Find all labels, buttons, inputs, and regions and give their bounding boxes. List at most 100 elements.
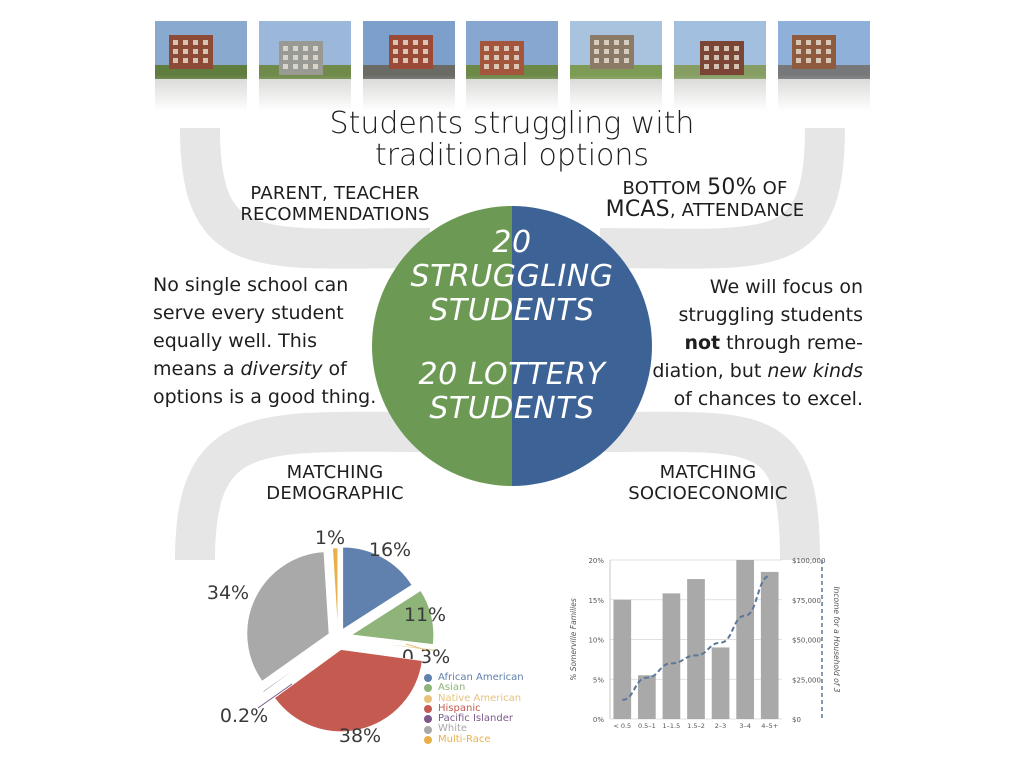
- x-tick-label: 3–4: [739, 722, 751, 730]
- pie-label-hispanic: 38%: [339, 725, 381, 747]
- bar-1: [638, 675, 656, 719]
- pie-slice-hispanic: [274, 649, 423, 732]
- pie-legend: African American Asian Native American Hisp…: [424, 672, 524, 745]
- y2-axis-title: Income for a Household of 3: [832, 586, 841, 692]
- school-photo-2: [258, 21, 351, 111]
- y-tick-label: 5%: [593, 676, 604, 684]
- matching-demographic-label: MATCHING DEMOGRAPHIC: [210, 462, 460, 504]
- bottom-label-percent: 50%: [707, 175, 757, 200]
- school-photo-5: [570, 21, 663, 111]
- pie-slice-white: [246, 551, 330, 682]
- circle-half-lottery: [512, 206, 652, 486]
- bar-3: [687, 579, 705, 719]
- legend-label: African American: [438, 672, 524, 683]
- legend-item-african-american: African American: [424, 672, 524, 683]
- pie-slice-multi-race: [332, 547, 339, 631]
- legend-item-pacific-islander: Pacific Islander: [424, 713, 524, 725]
- x-tick-label: 1.5–2: [687, 722, 705, 730]
- parent-teacher-label: PARENT, TEACHER RECOMMENDATIONS: [200, 183, 470, 225]
- legend-label: Multi-Race: [438, 733, 491, 745]
- legend-label: Asian: [438, 682, 466, 694]
- demo-label-line-2: DEMOGRAPHIC: [266, 483, 404, 504]
- y-tick-label: 0%: [593, 716, 604, 724]
- bottom-label-attendance: , ATTENDANCE: [669, 200, 805, 221]
- page-title: Students struggling with traditional opt…: [262, 108, 762, 172]
- focus-paragraph: We will focus on struggling students not…: [650, 273, 863, 413]
- school-photo-6: [674, 21, 766, 111]
- legend-swatch: [424, 715, 432, 724]
- pie-leader-native-american: [405, 643, 427, 651]
- socio-label-line-2: SOCIOECONOMIC: [628, 483, 788, 504]
- x-tick-label: 2–3: [715, 722, 727, 730]
- legend-item-native-american: Native American: [424, 692, 524, 704]
- legend-swatch: [424, 684, 432, 693]
- y-tick-label: 20%: [588, 557, 604, 565]
- pie-slice-pacific-islander: [262, 643, 331, 693]
- school-photo-4: [466, 21, 559, 111]
- parent-label-line-2: RECOMMENDATIONS: [240, 204, 430, 225]
- school-photo-1: [155, 21, 247, 111]
- socio-label-line-1: MATCHING: [659, 462, 757, 483]
- matching-socioeconomic-label: MATCHING SOCIOECONOMIC: [588, 462, 828, 504]
- para-left-emphasis: diversity: [240, 358, 323, 380]
- legend-swatch: [424, 705, 432, 714]
- student-split-circle: [372, 206, 652, 486]
- pie-label-african-american: 16%: [369, 539, 411, 561]
- x-tick-label: 1–1.5: [663, 722, 681, 730]
- circle-label-lottery: 20 LOTTERY: [418, 357, 606, 392]
- y2-tick-label: $0: [792, 716, 801, 724]
- y-tick-label: 15%: [588, 597, 604, 605]
- pie-leader-pacific-islander: [257, 683, 293, 709]
- demographic-pie-chart: 16%11%0.3%38%0.2%34%1%: [207, 527, 450, 747]
- y2-tick-label: $75,000: [792, 597, 821, 605]
- y2-tick-label: $50,000: [792, 637, 821, 645]
- para-right-middle: through reme-diation, but: [652, 332, 863, 382]
- pie-label-multi-race: 1%: [315, 527, 345, 549]
- legend-label: Pacific Islander: [438, 713, 513, 725]
- circle-label-struggling: STRUGGLING: [410, 259, 614, 294]
- legend-swatch: [424, 674, 432, 683]
- bar-5: [736, 560, 754, 719]
- circle-text: 20 STRUGGLING STUDENTS 20 LOTTERY STUDEN…: [382, 226, 642, 426]
- title-line-2: traditional options: [374, 138, 650, 173]
- pie-label-asian: 11%: [404, 604, 446, 626]
- y2-tick-label: $100,000: [792, 557, 825, 565]
- school-photo-3: [362, 21, 455, 111]
- legend-label: Native American: [438, 692, 522, 704]
- bottom-mcas-label: BOTTOM 50% OF MCAS, ATTENDANCE: [560, 175, 850, 222]
- y2-tick-label: $25,000: [792, 676, 821, 684]
- legend-swatch: [424, 735, 432, 744]
- legend-item-hispanic: Hispanic: [424, 702, 524, 714]
- circle-count-struggling: 20: [492, 225, 532, 260]
- school-photo-7: [777, 21, 870, 111]
- bar-4: [711, 647, 730, 719]
- circle-label-students-1: STUDENTS: [429, 293, 595, 328]
- parent-label-line-1: PARENT, TEACHER: [250, 183, 420, 204]
- legend-swatch: [424, 694, 432, 703]
- para-left-before: No single school can serve every student…: [153, 274, 349, 380]
- legend-item-asian: Asian: [424, 682, 524, 694]
- pie-slice-asian: [350, 590, 434, 645]
- legend-item-multi-race: Multi-Race: [424, 733, 524, 745]
- pie-label-pacific-islander: 0.2%: [220, 705, 268, 727]
- circle-half-struggling: [372, 206, 512, 486]
- pie-slice-african-american: [342, 546, 413, 630]
- bar-6: [760, 571, 779, 719]
- circle-label-students-2: STUDENTS: [429, 391, 595, 426]
- x-tick-label: < 0.5: [613, 722, 631, 730]
- title-line-1: Students struggling with: [329, 106, 695, 141]
- bottom-label-pre: BOTTOM: [622, 178, 708, 199]
- pie-label-white: 34%: [207, 582, 249, 604]
- para-right-before: We will focus on struggling students: [678, 276, 863, 326]
- bottom-label-mcas: MCAS: [605, 197, 670, 222]
- bar-2: [662, 593, 681, 719]
- y-axis-title: % Somerville Families: [569, 598, 578, 681]
- para-left-after: of options is a good thing.: [153, 358, 377, 408]
- x-tick-label: 4–5+: [761, 722, 778, 730]
- para-right-strong: not: [684, 332, 721, 354]
- legend-item-white: White: [424, 724, 524, 734]
- para-right-emphasis: new kinds: [767, 360, 863, 382]
- legend-label: Hispanic: [438, 702, 481, 714]
- demo-label-line-1: MATCHING: [286, 462, 384, 483]
